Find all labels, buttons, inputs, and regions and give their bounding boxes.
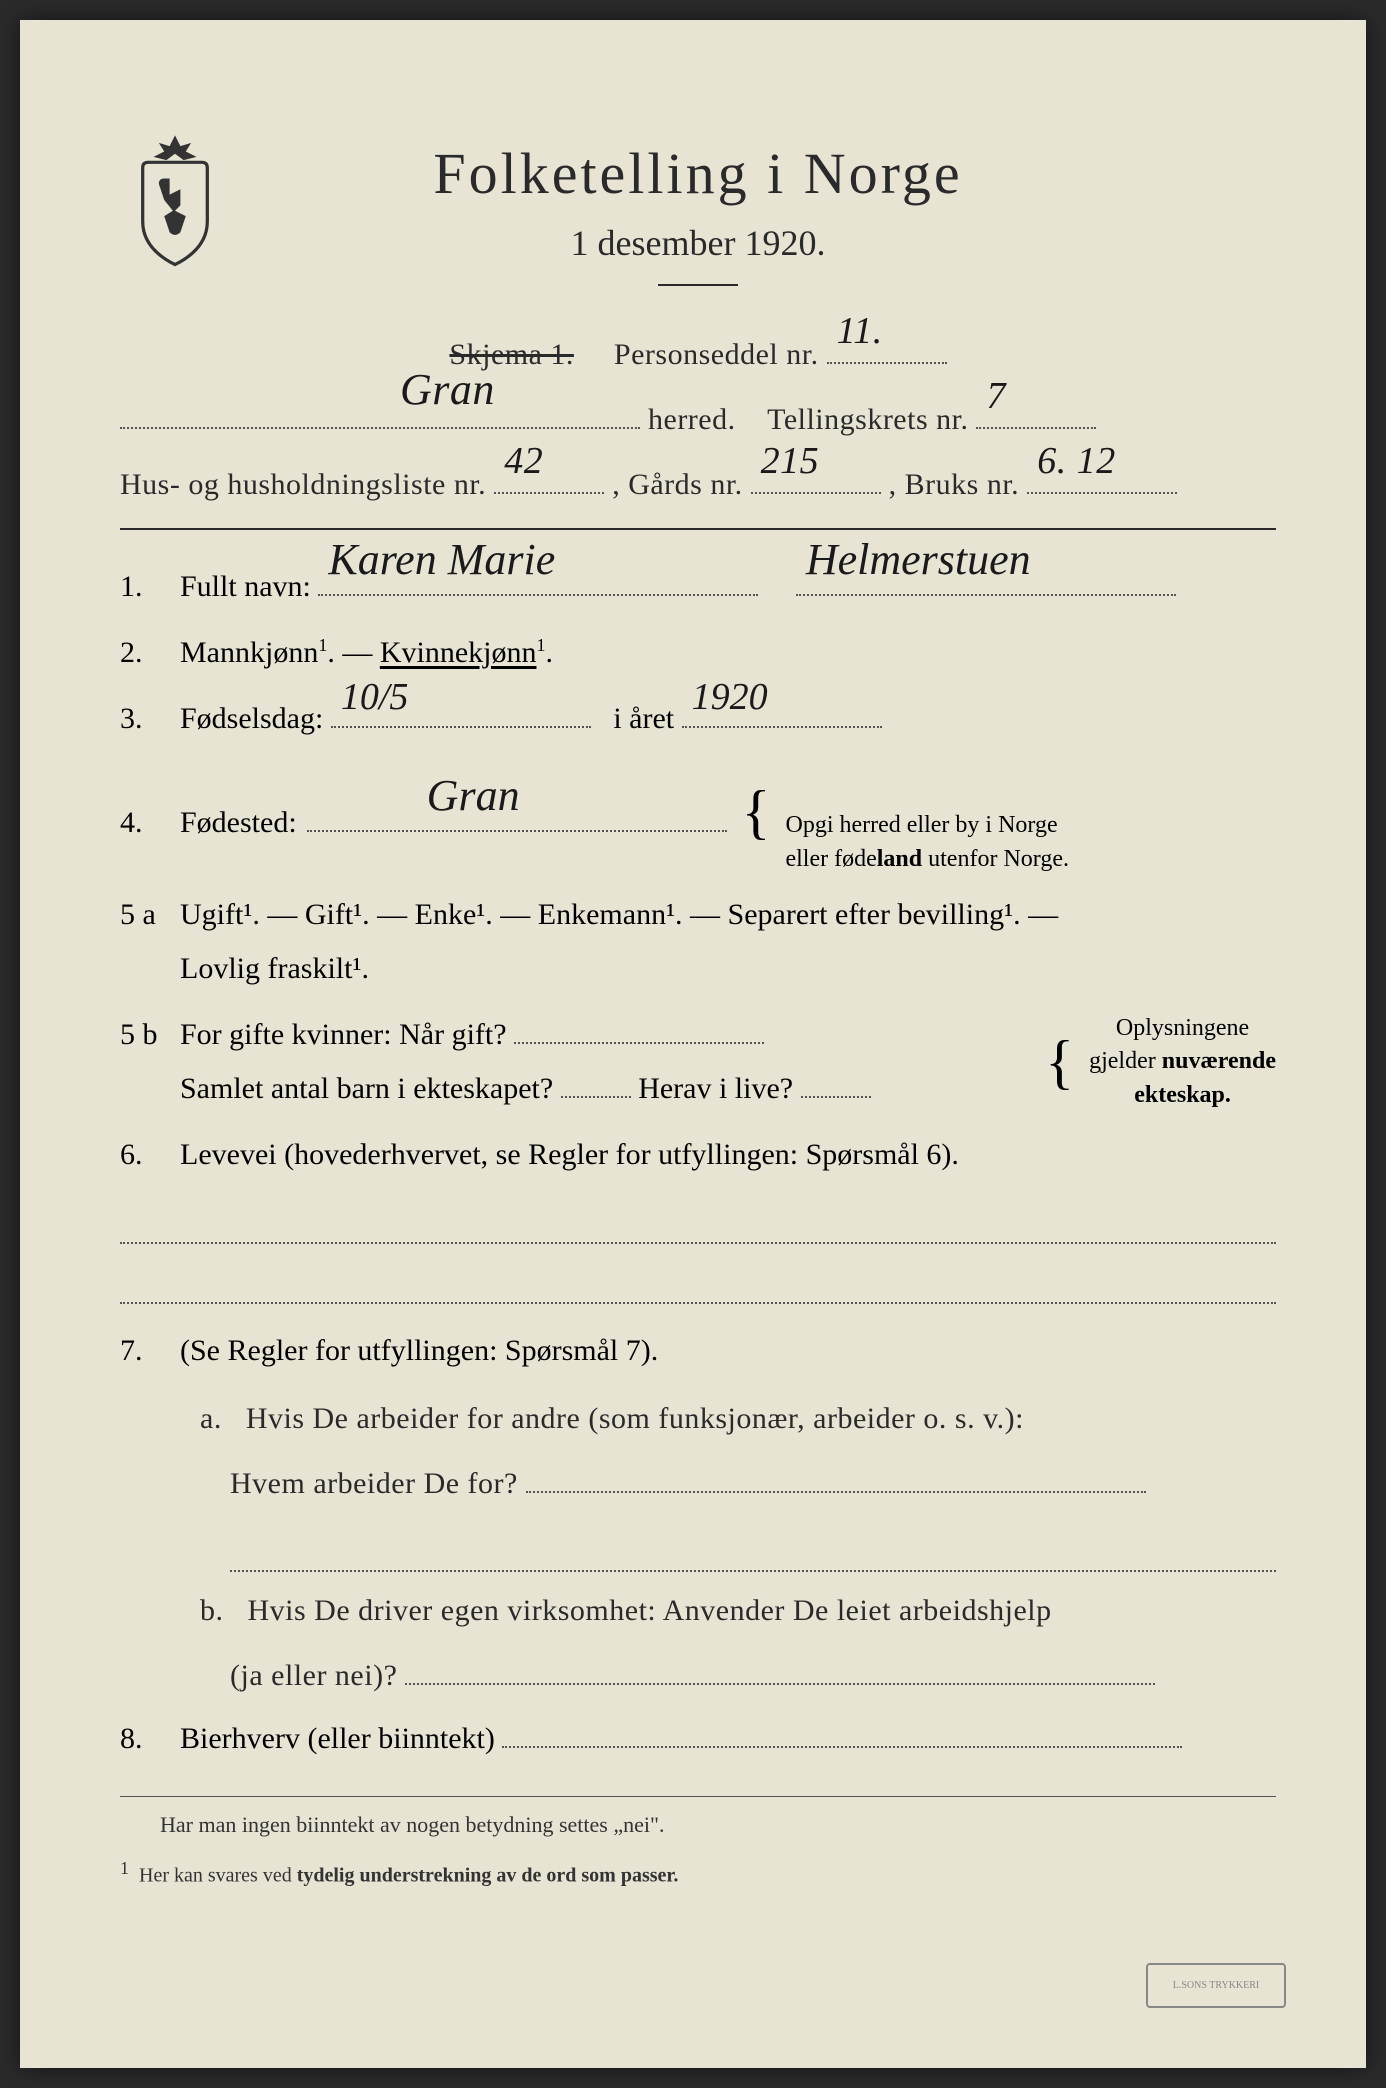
footnote-divider xyxy=(120,1796,1276,1797)
q5b-l2: Samlet antal barn i ekteskapet? xyxy=(180,1072,553,1105)
footnote-text: Her kan svares ved xyxy=(139,1865,297,1887)
brace-icon-2: { xyxy=(1045,1008,1074,1116)
q3-year-label: i året xyxy=(613,702,674,735)
q4-field: Gran xyxy=(307,796,727,832)
tellingskrets-field: 7 xyxy=(976,393,1096,429)
herred-value: Gran xyxy=(400,348,495,432)
q5a-num: 5 a xyxy=(120,898,180,932)
q6-text: Levevei (hovederhvervet, se Regler for u… xyxy=(180,1138,959,1171)
q5b-l1: For gifte kvinner: Når gift? xyxy=(180,1018,507,1051)
q5b-f2 xyxy=(561,1062,631,1098)
q7a-line xyxy=(230,1522,1276,1572)
q3-num: 3. xyxy=(120,702,180,736)
q6-line2 xyxy=(120,1254,1276,1304)
footnote: 1 Her kan svares ved tydelig understrekn… xyxy=(120,1858,1276,1888)
q1: 1. Fullt navn: Karen Marie Helmerstuen xyxy=(120,560,1276,614)
husliste-field: 42 xyxy=(494,458,604,494)
footnote-bold: tydelig understrekning av de ord som pas… xyxy=(297,1865,679,1887)
personseddel-value: 11. xyxy=(837,295,883,367)
schema-line: Skjema 1. Personseddel nr. 11. xyxy=(120,326,1276,383)
q7b-t1: Hvis De driver egen virksomhet: Anvender… xyxy=(248,1594,1052,1627)
printer-stamp: L.SONS TRYKKERI xyxy=(1146,1963,1286,2008)
husliste-value: 42 xyxy=(504,425,543,497)
q7a-2: Hvem arbeider De for? xyxy=(120,1455,1276,1512)
q1-first-field: Karen Marie xyxy=(318,560,758,596)
q7: 7. (Se Regler for utfyllingen: Spørsmål … xyxy=(120,1324,1276,1378)
brace-icon: { xyxy=(742,758,771,866)
q3-label: Fødselsdag: xyxy=(180,702,323,735)
tellingskrets-value: 7 xyxy=(986,360,1006,432)
q5a-text: Ugift¹. — Gift¹. — Enke¹. — Enkemann¹. —… xyxy=(180,898,1058,931)
q1-first: Karen Marie xyxy=(328,520,555,599)
q7-num: 7. xyxy=(120,1334,180,1368)
personseddel-field: 11. xyxy=(827,328,947,364)
q5b: 5 b For gifte kvinner: Når gift? Samlet … xyxy=(120,1008,1276,1116)
subtitle: 1 desember 1920. xyxy=(260,222,1136,264)
coat-of-arms-icon xyxy=(120,130,230,270)
q6-line1 xyxy=(120,1194,1276,1244)
footnote-num: 1 xyxy=(120,1858,129,1878)
q3-day: 10/5 xyxy=(341,663,409,731)
q1-label: Fullt navn: xyxy=(180,570,311,603)
q5b-num: 5 b xyxy=(120,1018,180,1052)
q2-mann: Mannkjønn xyxy=(180,636,318,669)
herred-label: herred. xyxy=(648,403,736,436)
q5b-note: Oplysningene gjelder nuværende ekteskap. xyxy=(1089,1012,1276,1113)
q1-last: Helmerstuen xyxy=(806,520,1031,599)
bruks-label: , Bruks nr. xyxy=(889,468,1020,501)
q7a-t2: Hvem arbeider De for? xyxy=(230,1467,518,1500)
personseddel-label: Personseddel nr. xyxy=(614,338,819,371)
q7b-label: b. xyxy=(200,1594,224,1627)
main-title: Folketelling i Norge xyxy=(260,140,1136,207)
q6-num: 6. xyxy=(120,1138,180,1172)
q8-field xyxy=(502,1712,1182,1748)
q7a-t1: Hvis De arbeider for andre (som funksjon… xyxy=(246,1402,1024,1435)
q7a: a. Hvis De arbeider for andre (som funks… xyxy=(120,1390,1276,1447)
q4-num: 4. xyxy=(120,806,180,840)
q2-sup1: 1 xyxy=(318,635,327,655)
q8: 8. Bierhverv (eller biinntekt) xyxy=(120,1712,1276,1766)
herred-field: Gran xyxy=(120,393,640,429)
q2-num: 2. xyxy=(120,636,180,670)
gards-value: 215 xyxy=(761,425,820,497)
q3-year-field: 1920 xyxy=(682,692,882,728)
q7b-2: (ja eller nei)? xyxy=(120,1647,1276,1704)
q3-year: 1920 xyxy=(692,663,768,731)
divider xyxy=(658,284,738,286)
q4-note: Opgi herred eller by i Norge eller fødel… xyxy=(785,809,1069,876)
q7a-label: a. xyxy=(200,1402,222,1435)
footer-note: Har man ingen biinntekt av nogen betydni… xyxy=(120,1812,1276,1838)
q7b: b. Hvis De driver egen virksomhet: Anven… xyxy=(120,1582,1276,1639)
q1-num: 1. xyxy=(120,570,180,604)
q3: 3. Fødselsdag: 10/5 i året 1920 xyxy=(120,692,1276,746)
q5a: 5 a Ugift¹. — Gift¹. — Enke¹. — Enkemann… xyxy=(120,888,1276,996)
q5b-f3 xyxy=(801,1062,871,1098)
q8-label: Bierhverv (eller biinntekt) xyxy=(180,1722,495,1755)
q8-num: 8. xyxy=(120,1722,180,1756)
gards-field: 215 xyxy=(751,458,881,494)
q5a-line2: Lovlig fraskilt¹. xyxy=(180,952,369,985)
husliste-label: Hus- og husholdningsliste nr. xyxy=(120,468,486,501)
bruks-value: 6. 12 xyxy=(1037,425,1116,497)
q3-day-field: 10/5 xyxy=(331,692,591,728)
q7-intro: (Se Regler for utfyllingen: Spørsmål 7). xyxy=(180,1334,658,1367)
q6: 6. Levevei (hovederhvervet, se Regler fo… xyxy=(120,1128,1276,1182)
q7b-field xyxy=(405,1649,1155,1685)
q7a-field xyxy=(526,1457,1146,1493)
header: Folketelling i Norge 1 desember 1920. xyxy=(120,140,1276,306)
husliste-line: Hus- og husholdningsliste nr. 42 , Gårds… xyxy=(120,456,1276,513)
divider-main xyxy=(120,528,1276,530)
q5b-f1 xyxy=(514,1008,764,1044)
census-form-page: Folketelling i Norge 1 desember 1920. Sk… xyxy=(20,20,1366,2068)
title-block: Folketelling i Norge 1 desember 1920. xyxy=(260,140,1276,306)
q5b-l3: Herav i live? xyxy=(638,1072,793,1105)
q4-value: Gran xyxy=(427,756,520,835)
q1-last-field: Helmerstuen xyxy=(796,560,1176,596)
bruks-field: 6. 12 xyxy=(1027,458,1177,494)
q7b-t2: (ja eller nei)? xyxy=(230,1659,397,1692)
gards-label: , Gårds nr. xyxy=(612,468,742,501)
q4: 4. Fødested: Gran { Opgi herred eller by… xyxy=(120,758,1276,876)
q4-label: Fødested: xyxy=(180,796,297,850)
